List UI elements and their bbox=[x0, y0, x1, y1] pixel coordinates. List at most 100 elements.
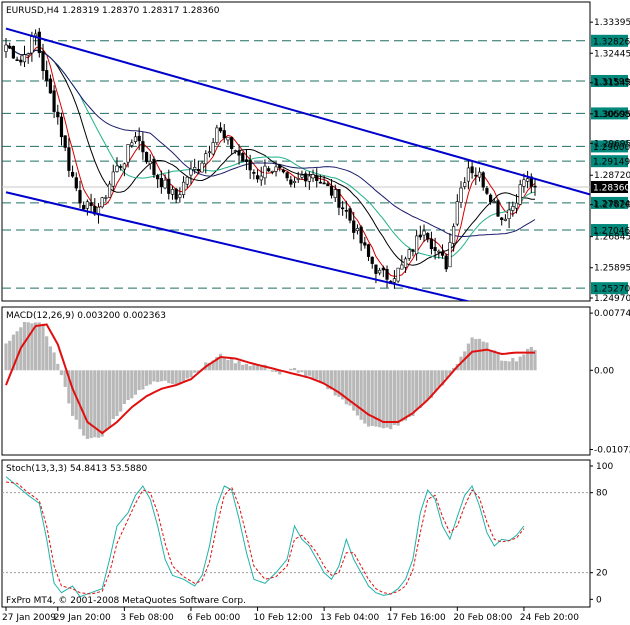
macd-histogram-bar bbox=[237, 360, 241, 371]
macd-histogram-bar bbox=[82, 370, 86, 436]
macd-signal-path bbox=[5, 323, 535, 435]
macd-histogram-bar bbox=[348, 370, 352, 406]
macd-histogram-bar bbox=[156, 370, 160, 383]
macd-panel[interactable]: 0.007746 0.00 -0.010723 MACD(12,26,9) 0.00… bbox=[1, 306, 630, 456]
candle-body bbox=[396, 267, 400, 282]
macd-histogram-bar bbox=[244, 364, 249, 371]
level-tag-label: 1.29600 bbox=[593, 143, 630, 153]
macd-histogram-bar bbox=[433, 370, 437, 392]
macd-histogram-bar bbox=[415, 370, 419, 410]
macd-histogram-bar bbox=[111, 370, 115, 420]
candle-body bbox=[333, 189, 337, 198]
time-tick-label: 27 Jan 2009 bbox=[2, 613, 56, 623]
current-price-tag-label: 1.28360 bbox=[593, 184, 630, 194]
macd-histogram-bar bbox=[85, 370, 89, 439]
macd-histogram-bar bbox=[48, 346, 52, 371]
candle-body bbox=[241, 153, 245, 162]
candle-body bbox=[296, 178, 300, 180]
macd-histogram-bar bbox=[56, 363, 60, 371]
price-panel[interactable]: 1.32826 1.31599 1.30608 1.29600 1.29149 1.278… bbox=[1, 1, 630, 332]
candle-body bbox=[233, 150, 237, 152]
macd-histogram-bar bbox=[374, 370, 378, 427]
price-tick-label: 1.32445 bbox=[594, 49, 630, 59]
macd-histogram-bar bbox=[385, 370, 389, 428]
macd-histogram-bar bbox=[178, 370, 182, 384]
macd-histogram-bar bbox=[63, 370, 67, 387]
macd-histogram-bar bbox=[255, 364, 260, 371]
trendlines[interactable] bbox=[5, 27, 598, 332]
candle-body bbox=[359, 226, 363, 244]
stochastic-tick-label: 0 bbox=[596, 595, 602, 605]
macd-histogram-bar bbox=[226, 360, 230, 371]
stochastic-tick-label: 20 bbox=[596, 569, 608, 579]
candle-body bbox=[407, 249, 411, 259]
candle-body bbox=[196, 169, 200, 172]
candle-body bbox=[489, 194, 493, 203]
macd-histogram-bar bbox=[533, 349, 537, 371]
macd-histogram-bar bbox=[448, 370, 452, 375]
candle-body bbox=[474, 174, 478, 177]
candle-body bbox=[274, 166, 278, 172]
candle-body bbox=[52, 90, 56, 112]
macd-histogram-bar bbox=[352, 370, 356, 411]
candle-body bbox=[237, 150, 241, 156]
candle-body bbox=[281, 169, 286, 173]
candle-body bbox=[100, 197, 104, 208]
candle-body bbox=[270, 170, 274, 173]
macd-histogram-bar bbox=[59, 370, 64, 376]
macd-histogram-bar bbox=[193, 370, 197, 373]
level-tag-label: 1.27874 bbox=[593, 199, 630, 209]
macd-histogram-bar bbox=[407, 370, 411, 418]
candle-body bbox=[322, 182, 326, 185]
macd-histogram-bar bbox=[378, 370, 382, 428]
macd-axis: 0.007746 0.00 -0.010723 bbox=[590, 309, 630, 455]
macd-histogram-bar bbox=[292, 367, 297, 371]
candle-body bbox=[455, 201, 459, 225]
macd-histogram-bar bbox=[133, 370, 138, 395]
candle-body bbox=[89, 202, 93, 207]
candle-body bbox=[329, 185, 334, 196]
candle-body bbox=[470, 166, 474, 174]
candle-body bbox=[156, 175, 160, 180]
level-tag-label: 1.30608 bbox=[593, 110, 630, 120]
candle-body bbox=[533, 185, 537, 188]
macd-histogram-bar bbox=[396, 370, 400, 426]
macd-histogram-bar bbox=[500, 360, 504, 371]
candle-body bbox=[437, 250, 441, 253]
candle-body bbox=[341, 207, 345, 210]
macd-histogram-bar bbox=[259, 366, 263, 371]
time-tick-label: 20 Feb 08:00 bbox=[453, 613, 512, 623]
macd-histogram-bar bbox=[496, 353, 500, 371]
macd-histogram-bar bbox=[474, 339, 478, 371]
macd-histogram-bar bbox=[366, 370, 371, 427]
macd-histogram-bar bbox=[296, 370, 300, 373]
candle-body bbox=[400, 264, 404, 270]
macd-histogram-bar bbox=[311, 370, 315, 379]
macd-histogram-bar bbox=[107, 370, 112, 428]
stochastic-panel-title: Stoch(13,3,3) 54.8413 53.5880 bbox=[6, 464, 147, 474]
candle-body bbox=[440, 251, 445, 256]
price-tick-label: 1.24970 bbox=[594, 294, 630, 304]
stochastic-panel[interactable]: 100 80 20 0 Stoch(13,3,3) 54.8413 53.5880 F… bbox=[1, 459, 613, 608]
macd-histogram-bar bbox=[514, 361, 519, 371]
candle-body bbox=[59, 116, 64, 138]
candle-body bbox=[259, 175, 263, 181]
candle-body bbox=[255, 175, 260, 180]
time-tick-label: 24 Feb 20:00 bbox=[520, 613, 579, 623]
time-tick-label: 3 Feb 08:00 bbox=[120, 613, 174, 623]
candle-body bbox=[326, 183, 330, 187]
price-tick-label: 1.31545 bbox=[594, 79, 630, 89]
macd-histogram-bar bbox=[11, 334, 15, 371]
candle-body bbox=[415, 235, 419, 255]
macd-histogram-bar bbox=[307, 370, 311, 376]
candle-body bbox=[507, 209, 511, 219]
macd-histogram-bar bbox=[411, 370, 415, 417]
macd-histogram-bar bbox=[466, 343, 471, 371]
candle-body bbox=[85, 201, 89, 209]
macd-histogram-bar bbox=[167, 370, 171, 384]
macd-histogram-bar bbox=[137, 370, 141, 391]
macd-histogram-bar bbox=[233, 363, 237, 371]
level-tag-bg bbox=[591, 107, 628, 120]
